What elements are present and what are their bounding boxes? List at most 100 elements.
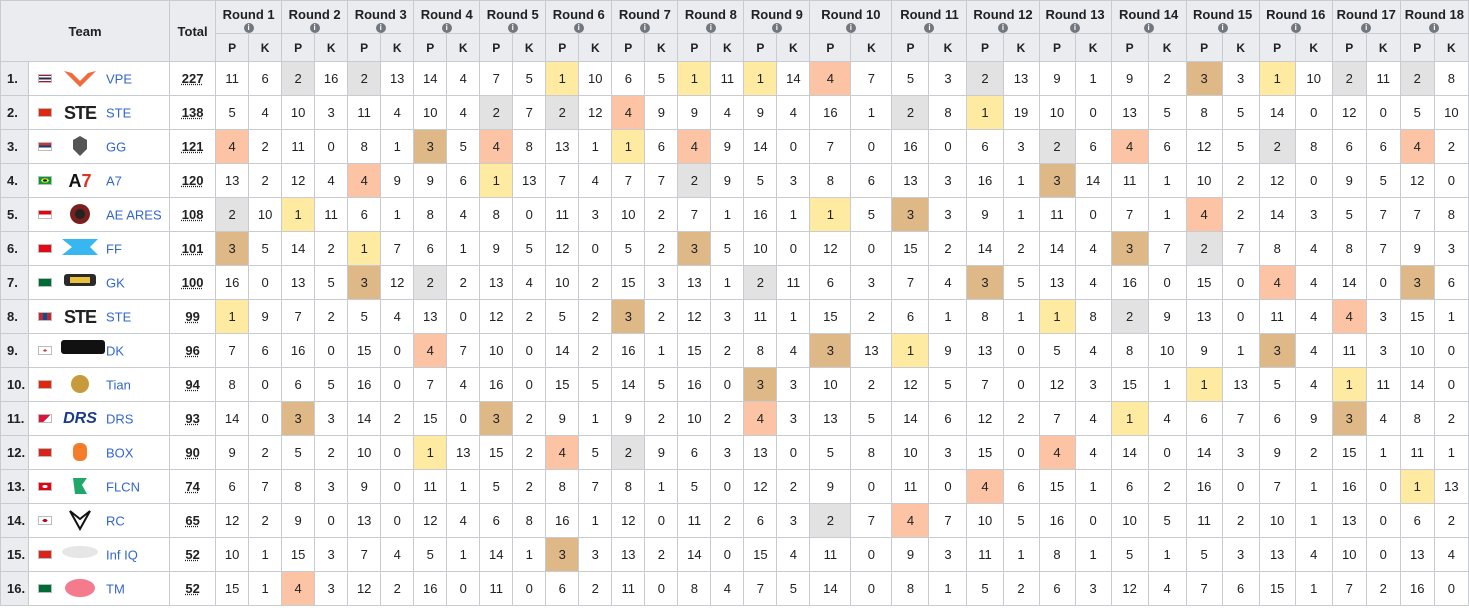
team-link[interactable]: RC (106, 513, 125, 528)
kills-cell: 7 (850, 503, 893, 538)
team-cell: DK (28, 333, 171, 368)
kills-cell: 4 (248, 95, 283, 130)
info-icon[interactable]: i (1361, 23, 1372, 33)
info-icon[interactable]: i (507, 23, 518, 33)
placement-cell: 7 (809, 129, 852, 164)
kills-cell: 2 (1002, 231, 1040, 266)
tm-logo (60, 577, 100, 601)
team-link[interactable]: STE (106, 105, 132, 120)
kills-cell: 3 (776, 503, 811, 538)
kills-header: K (1365, 33, 1401, 62)
round-header: Round 14 i (1110, 0, 1187, 34)
info-icon[interactable]: i (998, 23, 1008, 33)
kills-cell: 6 (1433, 265, 1469, 300)
kills-header: K (776, 33, 811, 62)
info-icon[interactable]: i (243, 23, 254, 33)
team-link[interactable]: DRS (106, 411, 134, 426)
kills-cell: 0 (776, 231, 811, 266)
info-icon[interactable]: i (441, 23, 452, 33)
info-icon[interactable]: i (309, 23, 320, 33)
team-link[interactable]: AE ARES (106, 207, 162, 222)
placement-cell: 15 (1185, 265, 1223, 300)
placement-cell: 10 (1185, 163, 1223, 198)
kills-cell: 1 (928, 571, 968, 606)
kills-cell: 7 (578, 469, 613, 504)
info-icon[interactable]: i (1429, 23, 1440, 33)
ste-logo: STE (64, 102, 97, 123)
team-link[interactable]: BOX (106, 445, 134, 460)
kills-cell: 2 (850, 299, 893, 334)
kills-cell: 0 (928, 469, 968, 504)
placement-header: P (1258, 33, 1296, 62)
kills-cell: 4 (1074, 401, 1112, 436)
placement-cell: 11 (347, 95, 382, 130)
round-header: Round 11 i (891, 0, 968, 34)
kills-cell: 3 (710, 435, 745, 470)
info-icon[interactable]: i (375, 23, 386, 33)
kills-cell: 3 (776, 163, 811, 198)
info-icon[interactable]: i (1143, 23, 1154, 33)
team-link[interactable]: A7 (106, 173, 122, 188)
kills-cell: 4 (1147, 571, 1187, 606)
kills-cell: 0 (512, 571, 547, 606)
kills-cell: 2 (710, 333, 745, 368)
placement-cell: 8 (743, 333, 778, 368)
team-link[interactable]: FF (106, 241, 122, 256)
placement-cell: 12 (1110, 571, 1149, 606)
team-link[interactable]: DK (106, 343, 125, 358)
team-link[interactable]: TM (106, 581, 125, 596)
placement-cell: 16 (611, 333, 646, 368)
placement-cell: 5 (1038, 333, 1076, 368)
info-icon[interactable]: i (705, 23, 716, 33)
team-link[interactable]: Inf IQ (106, 547, 138, 562)
info-icon[interactable]: i (1217, 23, 1228, 33)
info-icon[interactable]: i (1070, 23, 1081, 33)
placement-cell: 14 (809, 571, 852, 606)
kills-cell: 3 (1365, 299, 1401, 334)
kills-cell: 7 (1221, 231, 1260, 266)
info-icon[interactable]: i (924, 23, 935, 33)
team-link[interactable]: FLCN (106, 479, 140, 494)
info-icon[interactable]: i (845, 23, 856, 33)
placement-header: P (347, 33, 382, 62)
table-row: 10. Tian 94 8 0 6 5 16 0 7 4 16 0 15 5 14 5 16 0 3 3 10 2 12 5 7 0… (0, 367, 1469, 402)
placement-cell: 12 (1038, 367, 1076, 402)
rank-cell: 7. (0, 265, 30, 300)
placement-cell: 13 (1258, 537, 1296, 572)
total-cell: 93 (169, 401, 217, 436)
placement-cell: 1 (1258, 61, 1296, 96)
team-link[interactable]: GK (106, 275, 125, 290)
placement-header: P (215, 33, 250, 62)
kills-cell: 8 (1294, 129, 1333, 164)
placement-cell: 14 (281, 231, 316, 266)
info-icon[interactable]: i (639, 23, 650, 33)
kills-cell: 0 (1002, 333, 1040, 368)
placement-cell: 8 (1185, 95, 1223, 130)
placement-cell: 3 (215, 231, 250, 266)
placement-cell: 16 (677, 367, 712, 402)
placement-cell: 15 (1258, 571, 1296, 606)
kills-cell: 9 (710, 129, 745, 164)
placement-cell: 13 (677, 265, 712, 300)
team-link[interactable]: GG (106, 139, 127, 154)
total-cell: 138 (169, 95, 217, 130)
kills-cell: 0 (850, 469, 893, 504)
placement-cell: 2 (1331, 61, 1367, 96)
placement-cell: 15 (1038, 469, 1076, 504)
kills-cell: 1 (446, 469, 481, 504)
placement-cell: 10 (677, 401, 712, 436)
placement-cell: 7 (1258, 469, 1296, 504)
kills-cell: 1 (1002, 163, 1040, 198)
placement-cell: 6 (413, 231, 448, 266)
info-icon[interactable]: i (771, 23, 782, 33)
kills-cell: 3 (1074, 367, 1112, 402)
team-link[interactable]: VPE (106, 71, 133, 86)
team-link[interactable]: Tian (106, 377, 131, 392)
info-icon[interactable]: i (1290, 23, 1301, 33)
team-link[interactable]: STE (106, 309, 132, 324)
kills-cell: 1 (710, 197, 745, 232)
placement-cell: 11 (1038, 197, 1076, 232)
placement-cell: 3 (809, 333, 852, 368)
placement-cell: 10 (281, 95, 316, 130)
info-icon[interactable]: i (573, 23, 584, 33)
